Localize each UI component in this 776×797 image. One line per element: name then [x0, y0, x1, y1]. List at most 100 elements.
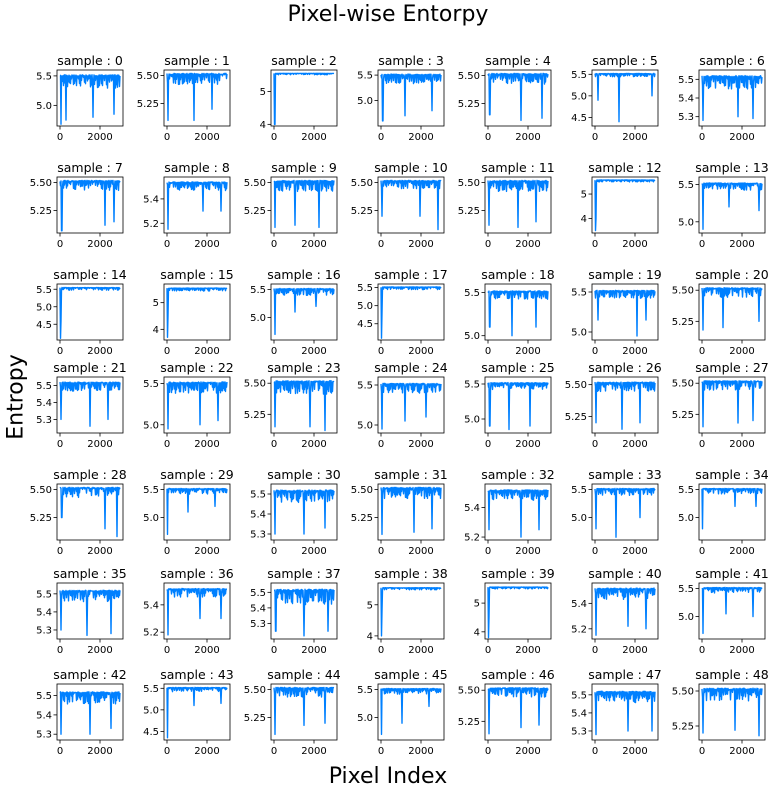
y-tick-label: 5.25 — [244, 713, 266, 724]
series-line — [166, 181, 228, 230]
subplot-18: sample : 18 5.0 5.5 0 2000 — [464, 267, 555, 357]
y-tick-label: 5.0 — [357, 301, 373, 312]
subplot-title: sample : 24 — [374, 360, 448, 375]
subplot-7: sample : 7 5.25 5.50 0 2000 — [30, 160, 124, 250]
x-tick-label: 0 — [592, 645, 598, 656]
axes-frame — [163, 483, 231, 541]
subplot-title: sample : 16 — [267, 267, 341, 282]
x-tick-label: 0 — [485, 439, 491, 450]
x-tick-label: 0 — [699, 239, 705, 250]
y-tick-label: 5.0 — [357, 96, 373, 107]
y-tick-label: 5.25 — [458, 99, 480, 110]
subplot-39: sample : 39 4 5 0 2000 — [474, 566, 555, 656]
subplot-13: sample : 13 5.0 5.5 0 2000 — [678, 160, 769, 250]
x-tick-label: 0 — [592, 439, 598, 450]
subplot-title: sample : 48 — [695, 667, 769, 682]
subplot-title: sample : 37 — [267, 566, 341, 581]
series-line — [594, 179, 656, 232]
axes-frame — [56, 176, 124, 234]
x-tick-label: 0 — [271, 746, 277, 757]
x-tick-label: 2000 — [194, 132, 219, 143]
subplot-32: sample : 32 5.2 5.4 0 2000 — [464, 467, 555, 557]
y-tick-label: 5.0 — [250, 313, 266, 324]
x-tick-label: 0 — [57, 132, 63, 143]
subplot-title: sample : 42 — [53, 667, 127, 682]
series-line — [594, 289, 656, 337]
y-tick-label: 5.50 — [672, 286, 694, 297]
axes-frame — [270, 376, 338, 434]
subplot-23: sample : 23 5.25 5.50 0 2000 — [244, 360, 341, 450]
series-line — [166, 686, 228, 739]
series-line — [594, 72, 656, 123]
axes-frame — [163, 683, 231, 741]
y-tick-label: 5.0 — [357, 421, 373, 432]
y-tick-label: 5.3 — [36, 730, 52, 741]
axes-frame — [591, 376, 659, 434]
y-tick-label: 5.5 — [36, 285, 52, 296]
series-line — [59, 74, 121, 125]
x-tick-label: 2000 — [87, 132, 112, 143]
y-tick-label: 5.25 — [351, 513, 373, 524]
subplot-20: sample : 20 5.25 5.50 0 2000 — [672, 267, 769, 357]
axes-frame — [591, 683, 659, 741]
subplot-41: sample : 41 5.0 5.5 0 2000 — [678, 566, 769, 656]
x-tick-label: 0 — [378, 645, 384, 656]
x-tick-label: 0 — [378, 239, 384, 250]
y-tick-label: 5.4 — [36, 398, 52, 409]
x-tick-label: 0 — [271, 132, 277, 143]
y-tick-label: 5.0 — [143, 420, 159, 431]
axes-frame — [377, 683, 445, 741]
axes-frame — [56, 69, 124, 127]
y-tick-label: 5.3 — [250, 619, 266, 630]
axes-frame — [484, 176, 552, 234]
subplot-16: sample : 16 5.0 5.5 0 2000 — [250, 267, 341, 357]
y-tick-label: 5.25 — [672, 317, 694, 328]
y-tick-label: 5.25 — [672, 722, 694, 733]
axes-frame — [377, 283, 445, 341]
axes-frame — [698, 176, 766, 234]
subplot-title: sample : 10 — [374, 160, 448, 175]
subplot-title: sample : 38 — [374, 566, 448, 581]
y-tick-label: 5.5 — [678, 584, 694, 595]
series-line — [487, 72, 549, 122]
subplot-title: sample : 23 — [267, 360, 341, 375]
subplot-title: sample : 47 — [588, 667, 662, 682]
y-tick-label: 5.4 — [36, 607, 52, 618]
subplot-title: sample : 27 — [695, 360, 769, 375]
y-tick-label: 5.4 — [250, 603, 266, 614]
y-tick-label: 5.5 — [36, 71, 52, 82]
x-tick-label: 0 — [378, 546, 384, 557]
y-tick-label: 5.3 — [250, 530, 266, 541]
axes-frame — [270, 483, 338, 541]
x-tick-label: 0 — [592, 132, 598, 143]
subplot-title: sample : 28 — [53, 467, 127, 482]
y-tick-label: 5.5 — [571, 288, 587, 299]
subplot-title: sample : 30 — [267, 467, 341, 482]
series-line — [273, 686, 335, 736]
y-tick-label: 5.5 — [571, 690, 587, 701]
x-tick-label: 0 — [378, 346, 384, 357]
subplot-19: sample : 19 5.0 5.5 0 2000 — [571, 267, 662, 357]
x-tick-label: 0 — [57, 439, 63, 450]
x-tick-label: 0 — [378, 132, 384, 143]
y-tick-label: 5 — [153, 298, 159, 309]
y-tick-label: 5.25 — [244, 206, 266, 217]
y-tick-label: 4.5 — [36, 320, 52, 331]
series-line — [59, 179, 121, 232]
y-tick-label: 5.5 — [143, 684, 159, 695]
y-tick-label: 5.0 — [678, 612, 694, 623]
x-tick-label: 0 — [485, 346, 491, 357]
subplot-15: sample : 15 4 5 0 2000 — [153, 267, 234, 357]
x-tick-label: 2000 — [729, 346, 754, 357]
subplot-43: sample : 43 4.5 5.0 5.5 0 2000 — [143, 667, 234, 757]
axes-frame — [698, 683, 766, 741]
y-tick-label: 5.25 — [458, 206, 480, 217]
subplot-title: sample : 11 — [481, 160, 555, 175]
subplot-title: sample : 4 — [485, 53, 551, 68]
y-tick-label: 5.0 — [464, 415, 480, 426]
series-line — [166, 487, 228, 536]
y-tick-label: 5.2 — [571, 624, 587, 635]
subplot-5: sample : 5 4.5 5.0 5.5 0 2000 — [571, 53, 659, 143]
subplot-12: sample : 12 4 5 0 2000 — [581, 160, 662, 250]
y-tick-label: 5.0 — [571, 513, 587, 524]
